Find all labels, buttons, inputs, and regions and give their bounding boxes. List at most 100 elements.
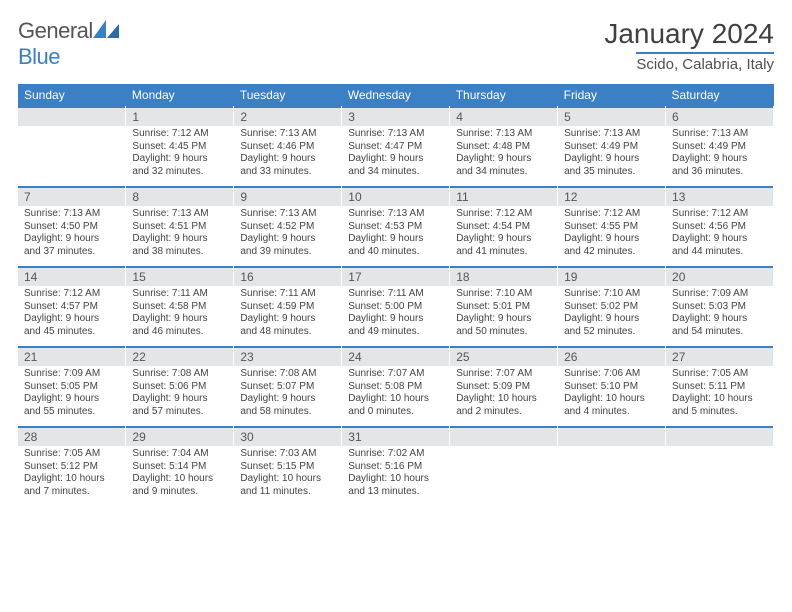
day-sunset: Sunset: 4:49 PM [564,141,659,154]
day-daylight1: Daylight: 10 hours [240,473,335,486]
day-body: Sunrise: 7:09 AMSunset: 5:05 PMDaylight:… [18,366,125,426]
day-body: Sunrise: 7:12 AMSunset: 4:56 PMDaylight:… [666,206,773,266]
logo-sail-icon [93,20,119,38]
calendar-day-cell [450,426,558,506]
calendar-day-cell: 31Sunrise: 7:02 AMSunset: 5:16 PMDayligh… [342,426,450,506]
day-daylight2: and 46 minutes. [132,326,227,339]
brand-part1: General [18,18,93,43]
day-number: 1 [126,106,233,126]
day-number [666,426,773,446]
day-daylight2: and 37 minutes. [24,246,119,259]
day-sunrise: Sunrise: 7:12 AM [24,288,119,301]
day-daylight1: Daylight: 9 hours [348,313,443,326]
day-sunrise: Sunrise: 7:07 AM [348,368,443,381]
day-number: 15 [126,266,233,286]
day-daylight1: Daylight: 9 hours [348,153,443,166]
day-sunrise: Sunrise: 7:13 AM [240,208,335,221]
day-sunrise: Sunrise: 7:11 AM [240,288,335,301]
day-daylight1: Daylight: 10 hours [132,473,227,486]
calendar-day-cell: 10Sunrise: 7:13 AMSunset: 4:53 PMDayligh… [342,186,450,266]
day-daylight2: and 34 minutes. [348,166,443,179]
day-daylight2: and 45 minutes. [24,326,119,339]
day-daylight1: Daylight: 9 hours [132,233,227,246]
day-daylight2: and 48 minutes. [240,326,335,339]
day-daylight2: and 33 minutes. [240,166,335,179]
day-sunset: Sunset: 4:53 PM [348,221,443,234]
calendar-day-cell: 23Sunrise: 7:08 AMSunset: 5:07 PMDayligh… [234,346,342,426]
day-daylight2: and 38 minutes. [132,246,227,259]
day-body: Sunrise: 7:13 AMSunset: 4:53 PMDaylight:… [342,206,449,266]
day-sunset: Sunset: 5:11 PM [672,381,767,394]
day-sunset: Sunset: 5:14 PM [132,461,227,474]
day-number: 3 [342,106,449,126]
day-sunrise: Sunrise: 7:13 AM [348,128,443,141]
day-sunrise: Sunrise: 7:13 AM [240,128,335,141]
day-daylight1: Daylight: 10 hours [456,393,551,406]
calendar-day-cell: 20Sunrise: 7:09 AMSunset: 5:03 PMDayligh… [666,266,774,346]
day-body: Sunrise: 7:13 AMSunset: 4:49 PMDaylight:… [666,126,773,186]
day-sunrise: Sunrise: 7:11 AM [132,288,227,301]
day-daylight2: and 11 minutes. [240,486,335,499]
day-daylight2: and 55 minutes. [24,406,119,419]
day-number: 12 [558,186,665,206]
day-sunset: Sunset: 4:48 PM [456,141,551,154]
calendar-day-cell: 6Sunrise: 7:13 AMSunset: 4:49 PMDaylight… [666,106,774,186]
calendar-day-cell: 7Sunrise: 7:13 AMSunset: 4:50 PMDaylight… [18,186,126,266]
day-sunset: Sunset: 4:49 PM [672,141,767,154]
day-sunrise: Sunrise: 7:05 AM [24,448,119,461]
day-daylight2: and 0 minutes. [348,406,443,419]
day-sunset: Sunset: 4:57 PM [24,301,119,314]
day-sunrise: Sunrise: 7:06 AM [564,368,659,381]
day-number: 4 [450,106,557,126]
day-daylight1: Daylight: 9 hours [456,233,551,246]
day-sunset: Sunset: 5:07 PM [240,381,335,394]
day-number: 19 [558,266,665,286]
day-sunset: Sunset: 5:15 PM [240,461,335,474]
day-daylight2: and 9 minutes. [132,486,227,499]
day-number: 28 [18,426,125,446]
day-number: 29 [126,426,233,446]
day-daylight1: Daylight: 9 hours [240,393,335,406]
calendar-day-cell: 1Sunrise: 7:12 AMSunset: 4:45 PMDaylight… [126,106,234,186]
day-number: 21 [18,346,125,366]
day-daylight2: and 36 minutes. [672,166,767,179]
day-daylight1: Daylight: 9 hours [672,313,767,326]
day-body: Sunrise: 7:13 AMSunset: 4:50 PMDaylight:… [18,206,125,266]
day-body: Sunrise: 7:11 AMSunset: 4:58 PMDaylight:… [126,286,233,346]
day-daylight1: Daylight: 9 hours [132,153,227,166]
day-daylight2: and 2 minutes. [456,406,551,419]
day-sunrise: Sunrise: 7:12 AM [672,208,767,221]
day-number: 10 [342,186,449,206]
day-body: Sunrise: 7:12 AMSunset: 4:55 PMDaylight:… [558,206,665,266]
day-sunset: Sunset: 4:58 PM [132,301,227,314]
calendar-day-cell: 12Sunrise: 7:12 AMSunset: 4:55 PMDayligh… [558,186,666,266]
day-daylight1: Daylight: 9 hours [456,153,551,166]
day-number: 9 [234,186,341,206]
calendar-table: Sunday Monday Tuesday Wednesday Thursday… [18,84,774,506]
day-body [450,446,557,504]
day-body: Sunrise: 7:11 AMSunset: 4:59 PMDaylight:… [234,286,341,346]
calendar-day-cell: 29Sunrise: 7:04 AMSunset: 5:14 PMDayligh… [126,426,234,506]
day-sunrise: Sunrise: 7:08 AM [132,368,227,381]
day-daylight1: Daylight: 9 hours [24,233,119,246]
day-number: 6 [666,106,773,126]
day-daylight2: and 42 minutes. [564,246,659,259]
day-daylight2: and 5 minutes. [672,406,767,419]
calendar-week-row: 14Sunrise: 7:12 AMSunset: 4:57 PMDayligh… [18,266,774,346]
calendar-day-cell [666,426,774,506]
day-body: Sunrise: 7:13 AMSunset: 4:51 PMDaylight:… [126,206,233,266]
calendar-week-row: 1Sunrise: 7:12 AMSunset: 4:45 PMDaylight… [18,106,774,186]
calendar-day-cell: 28Sunrise: 7:05 AMSunset: 5:12 PMDayligh… [18,426,126,506]
day-body: Sunrise: 7:05 AMSunset: 5:12 PMDaylight:… [18,446,125,506]
calendar-body: 1Sunrise: 7:12 AMSunset: 4:45 PMDaylight… [18,106,774,506]
calendar-day-cell [558,426,666,506]
calendar-day-cell: 24Sunrise: 7:07 AMSunset: 5:08 PMDayligh… [342,346,450,426]
day-sunrise: Sunrise: 7:13 AM [132,208,227,221]
day-number: 24 [342,346,449,366]
day-body: Sunrise: 7:12 AMSunset: 4:57 PMDaylight:… [18,286,125,346]
page-header: General Blue January 2024 Scido, Calabri… [18,18,774,74]
day-daylight1: Daylight: 10 hours [564,393,659,406]
calendar-day-cell: 19Sunrise: 7:10 AMSunset: 5:02 PMDayligh… [558,266,666,346]
day-body: Sunrise: 7:13 AMSunset: 4:48 PMDaylight:… [450,126,557,186]
day-body: Sunrise: 7:03 AMSunset: 5:15 PMDaylight:… [234,446,341,506]
